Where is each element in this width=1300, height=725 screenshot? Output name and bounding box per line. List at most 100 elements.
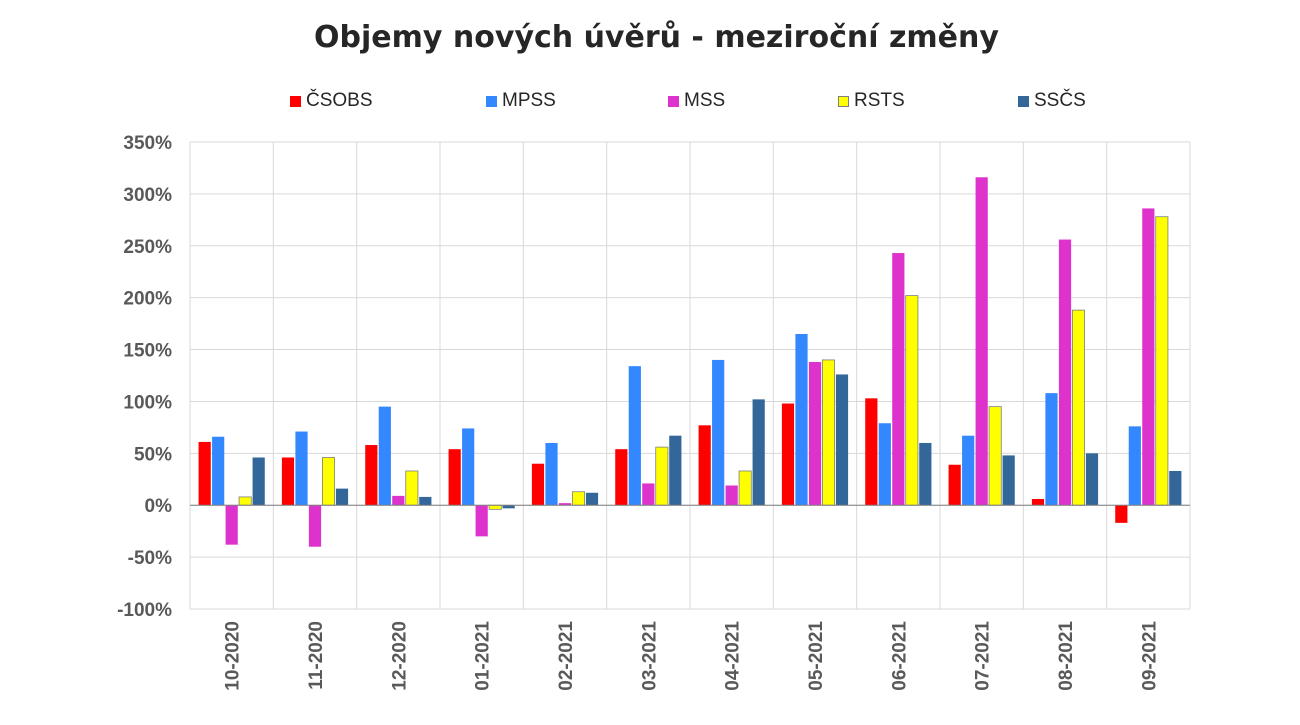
x-tick-label: 02-2021 xyxy=(556,621,577,691)
x-tick-label: 07-2021 xyxy=(973,621,994,691)
bar xyxy=(615,449,628,506)
bar xyxy=(725,485,738,506)
bar xyxy=(975,177,988,506)
y-tick-label: 300% xyxy=(123,185,172,206)
legend-label: ČSOBS xyxy=(306,90,373,111)
bar xyxy=(1058,239,1072,506)
x-tick-label: 12-2020 xyxy=(389,621,410,691)
bar xyxy=(405,470,419,506)
x-tick-label: 06-2021 xyxy=(889,621,910,691)
bar xyxy=(628,366,641,506)
bar xyxy=(738,470,752,506)
legend-label: MPSS xyxy=(502,90,556,111)
y-tick-label: -50% xyxy=(128,548,172,569)
bar xyxy=(1031,499,1045,506)
bar xyxy=(905,295,919,506)
bar xyxy=(335,488,349,506)
bar xyxy=(238,496,252,506)
x-tick-label: 11-2020 xyxy=(306,621,327,690)
bar xyxy=(669,435,682,506)
bar xyxy=(1169,470,1182,506)
bar xyxy=(781,403,795,506)
y-tick-label: 200% xyxy=(123,289,172,310)
bar xyxy=(698,425,711,506)
y-tick-label: -100% xyxy=(117,600,172,621)
bar xyxy=(545,442,558,506)
bar xyxy=(462,428,475,506)
x-tick-label: 08-2021 xyxy=(1056,621,1077,691)
bar xyxy=(919,442,932,506)
legend-swatch xyxy=(1018,95,1029,107)
bar xyxy=(1045,393,1058,506)
legend-label: RSTS xyxy=(854,90,905,111)
bar xyxy=(962,435,975,506)
legend-label: SSČS xyxy=(1034,90,1086,111)
x-tick-label: 05-2021 xyxy=(806,621,827,691)
bar xyxy=(281,457,295,506)
bar xyxy=(448,449,461,506)
x-tick-label: 09-2021 xyxy=(1139,621,1160,691)
bar xyxy=(1142,208,1155,506)
bar xyxy=(1155,216,1169,506)
x-tick-label: 04-2021 xyxy=(723,621,744,691)
bar xyxy=(1128,426,1141,506)
bar xyxy=(392,495,405,506)
legend: ČSOBS MPSS MSS RSTS SSČS xyxy=(0,86,1300,116)
bar xyxy=(795,333,808,506)
legend-swatch xyxy=(486,95,497,107)
x-tick-label: 03-2021 xyxy=(639,621,660,691)
bar xyxy=(198,441,211,506)
bar xyxy=(878,423,891,506)
bar xyxy=(475,505,488,537)
bar xyxy=(655,446,669,506)
legend-item: RSTS xyxy=(838,86,905,116)
legend-swatch xyxy=(838,95,849,107)
y-tick-label: 0% xyxy=(145,496,173,517)
bar xyxy=(988,406,1002,506)
bar xyxy=(822,359,836,506)
legend-label: MSS xyxy=(684,90,726,111)
bar xyxy=(378,406,391,506)
bar xyxy=(419,496,432,506)
y-tick-label: 50% xyxy=(134,444,172,465)
bar xyxy=(1115,505,1128,523)
bar xyxy=(835,374,849,506)
y-tick-label: 250% xyxy=(123,237,172,258)
x-tick-label: 10-2020 xyxy=(223,621,244,691)
x-tick-label: 01-2021 xyxy=(473,621,494,691)
legend-item: MSS xyxy=(668,86,725,116)
bar xyxy=(488,504,502,510)
y-tick-label: 150% xyxy=(123,341,172,362)
legend-swatch xyxy=(668,95,679,107)
legend-item: ČSOBS xyxy=(290,86,373,116)
bar xyxy=(212,436,225,506)
legend-item: MPSS xyxy=(486,86,556,116)
bar xyxy=(808,362,822,506)
bar xyxy=(1072,309,1086,506)
bar xyxy=(531,463,545,506)
bar xyxy=(752,399,765,506)
bar xyxy=(865,398,878,506)
bar xyxy=(308,505,322,547)
bar xyxy=(558,503,572,506)
bar xyxy=(572,491,586,506)
legend-item: SSČS xyxy=(1018,86,1086,116)
bar xyxy=(225,505,238,545)
bar xyxy=(892,253,905,506)
bar xyxy=(295,431,308,506)
bar xyxy=(252,457,265,506)
bar xyxy=(1002,455,1015,506)
y-tick-label: 350% xyxy=(123,133,172,154)
bar xyxy=(321,457,335,506)
bar xyxy=(365,445,378,506)
bar xyxy=(585,492,599,506)
bar xyxy=(948,464,961,506)
y-tick-label: 100% xyxy=(123,392,172,413)
bar xyxy=(712,359,725,506)
chart-title: Objemy nových úvěrů - meziroční změny xyxy=(314,20,999,55)
bar xyxy=(502,505,515,509)
bar xyxy=(1085,453,1099,506)
legend-swatch xyxy=(290,95,301,107)
bar xyxy=(642,483,655,506)
